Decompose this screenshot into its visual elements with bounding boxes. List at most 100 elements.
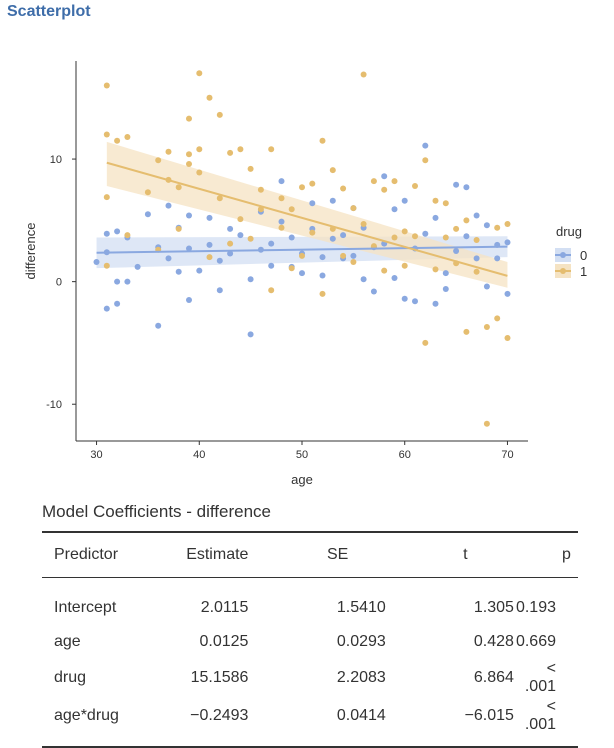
data-point-drug-1 [504,221,511,227]
data-point-drug-1 [103,262,110,269]
data-point-drug-1 [463,217,470,224]
cell-p: < .001 [524,660,556,695]
data-point-drug-1 [340,252,347,259]
data-point-drug-0 [216,257,223,264]
data-point-drug-0 [114,300,121,307]
data-point-drug-1 [401,262,408,269]
data-point-drug-1 [432,266,439,273]
table-row: Intercept 2.0115 1.5410 1.305 0.193 [42,578,578,626]
data-point-drug-1 [319,137,326,144]
data-point-drug-0 [329,235,336,242]
data-point-drug-0 [144,211,151,218]
data-point-drug-1 [381,267,388,274]
fit-line-drug-1 [106,161,508,277]
legend-key-point [560,252,566,258]
table-row: drug 15.1586 2.2083 6.864 < .001 [42,659,578,697]
legend-label-1: 1 [580,264,587,279]
data-point-drug-0 [103,230,110,237]
data-point-drug-0 [401,197,408,204]
cell-se: 0.0293 [336,633,386,650]
data-point-drug-1 [247,165,254,172]
data-point-drug-1 [196,146,203,153]
data-point-drug-1 [350,259,357,265]
data-point-drug-0 [360,276,367,283]
model-coefficients-table: Predictor Estimate SE t p Intercept 2.01… [42,531,578,748]
data-point-drug-0 [422,142,429,149]
y-tick-label: -10 [46,399,62,411]
header-p: p [514,531,578,578]
data-point-drug-1 [473,268,480,275]
data-point-drug-1 [237,146,244,153]
x-tick-label: 50 [296,449,308,461]
data-point-drug-1 [329,167,336,174]
data-point-drug-0 [504,239,511,246]
data-point-drug-0 [114,278,121,285]
data-point-drug-1 [124,134,131,140]
cell-predictor: drug [54,669,87,686]
fit-lines [96,161,508,277]
data-point-drug-1 [175,184,182,191]
y-tick-label: 0 [56,277,62,289]
data-point-drug-0 [237,232,244,239]
confidence-bands [96,141,508,288]
data-point-drug-1 [412,183,418,189]
cell-predictor: age*drug [42,697,159,748]
legend-key-point [560,268,566,274]
data-point-drug-1 [186,151,192,158]
data-point-drug-1 [422,339,429,346]
cell-p: 0.193 [515,599,556,616]
data-point-drug-1 [463,328,470,335]
data-point-drug-1 [227,149,234,156]
data-point-drug-1 [299,184,305,191]
data-point-drug-0 [319,254,326,261]
cell-estimate: 0.0125 [199,633,249,650]
cell-estimate: 2.0115 [200,599,249,616]
data-point-drug-0 [401,295,408,302]
data-point-drug-1 [227,240,234,247]
header-estimate: Estimate [158,531,250,578]
data-point-drug-0 [463,184,470,191]
data-point-drug-1 [124,232,131,239]
data-point-drug-0 [473,212,480,219]
data-point-drug-0 [278,218,285,225]
header-t: t [386,531,515,578]
data-point-drug-1 [504,335,511,341]
data-point-drug-0 [442,270,449,277]
data-point-drug-1 [278,195,285,202]
data-point-drug-1 [186,161,192,167]
data-point-drug-1 [206,254,213,261]
data-point-drug-0 [227,250,234,257]
data-point-drug-1 [442,200,449,207]
data-point-drug-0 [442,286,449,292]
data-point-drug-1 [442,234,449,241]
data-point-drug-0 [340,232,347,239]
data-point-drug-0 [206,241,213,248]
data-point-drug-0 [453,248,460,254]
data-point-drug-0 [216,287,223,294]
data-point-drug-1 [257,186,264,193]
data-point-drug-0 [432,300,439,307]
legend: drug 01 [555,224,587,279]
data-point-drug-1 [309,229,316,236]
data-point-drug-1 [155,157,162,164]
data-point-drug-0 [391,275,398,281]
data-point-drug-1 [103,82,110,89]
data-point-drug-0 [103,305,110,312]
data-point-drug-1 [381,186,388,193]
data-point-drug-1 [268,146,275,153]
data-point-drug-0 [494,255,501,262]
header-predictor: Predictor [42,531,159,578]
data-point-drug-0 [483,222,490,229]
data-point-drug-1 [175,225,182,232]
cell-se: 0.0414 [249,697,387,748]
data-point-drug-1 [144,189,151,196]
data-point-drug-1 [319,290,326,297]
data-point-drug-1 [186,115,192,122]
legend-label-0: 0 [580,248,587,263]
data-point-drug-0 [124,278,131,285]
data-point-drug-1 [432,197,439,204]
cell-p: < .001 [514,697,578,748]
data-point-drug-0 [93,259,100,265]
data-point-drug-1 [391,178,398,185]
cell-p: 0.669 [515,633,556,650]
